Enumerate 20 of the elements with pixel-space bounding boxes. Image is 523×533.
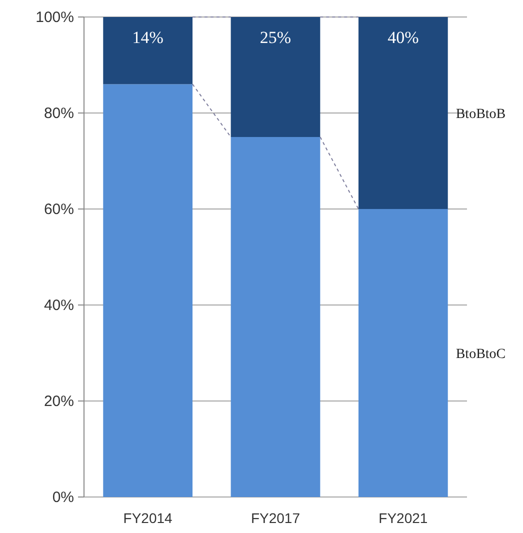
y-tick-label: 40% xyxy=(44,297,74,314)
bar xyxy=(358,209,448,497)
bar xyxy=(103,17,193,84)
x-tick-label: FY2017 xyxy=(250,510,300,526)
bar xyxy=(230,137,320,497)
bar xyxy=(358,17,448,209)
bar xyxy=(230,17,320,137)
data-label: 25% xyxy=(260,28,292,47)
series-label: BtoBtoB xyxy=(456,107,506,122)
x-tick-label: FY2014 xyxy=(123,510,173,526)
y-tick-label: 0% xyxy=(52,489,74,506)
data-label: 14% xyxy=(132,28,164,47)
data-label: 40% xyxy=(388,28,419,47)
x-tick-label: FY2021 xyxy=(378,510,428,526)
y-tick-label: 100% xyxy=(36,9,74,26)
bar xyxy=(103,84,193,497)
y-tick-label: 20% xyxy=(44,393,74,410)
y-tick-label: 80% xyxy=(44,105,74,122)
y-tick-label: 60% xyxy=(44,201,74,218)
series-label: BtoBtoC xyxy=(456,347,506,362)
